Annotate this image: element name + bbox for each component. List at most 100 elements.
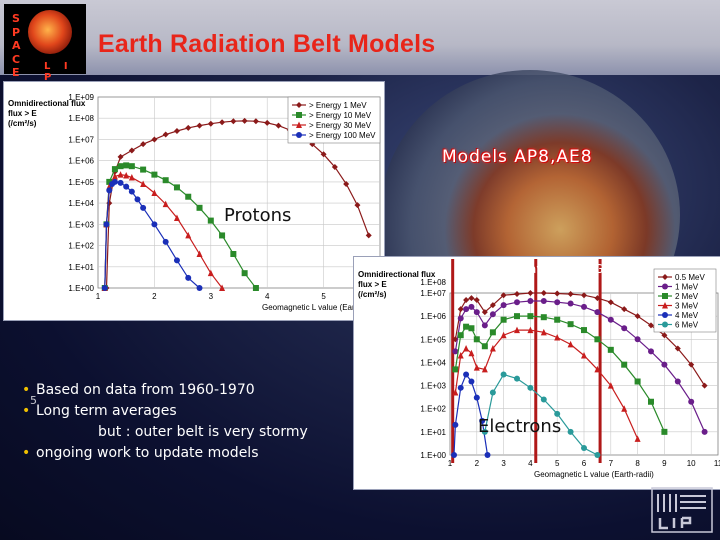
- data-point: [123, 172, 130, 179]
- y-axis-label: Omnidirectional flux: [358, 270, 436, 279]
- data-point: [479, 417, 486, 424]
- data-point: [607, 346, 614, 353]
- data-point: [173, 127, 180, 134]
- electron-chart: 1.E+00 1.E+01 1.E+02 1.E+03 1.E+04 1.E+05 1.E+…: [353, 256, 720, 490]
- data-point: [173, 257, 180, 264]
- data-point: [540, 298, 547, 305]
- data-point: [264, 119, 271, 126]
- data-point: [117, 153, 124, 160]
- data-point: [527, 326, 534, 334]
- logo-letter: E: [12, 66, 20, 79]
- legend-label: > Energy 100 MeV: [309, 131, 376, 140]
- data-point: [540, 290, 547, 296]
- legend-box: [653, 268, 717, 333]
- data-point: [500, 371, 507, 378]
- data-point: [648, 398, 654, 405]
- logo-letter: S: [12, 12, 20, 25]
- data-point: [514, 375, 520, 382]
- data-point: [567, 340, 574, 348]
- bullet-list: • Based on data from 1960-1970 • Long term…: [22, 380, 362, 464]
- data-point: [500, 292, 507, 299]
- data-point: [688, 361, 695, 368]
- bullet-text: ongoing work to update models: [36, 445, 259, 461]
- bullet-item: • Based on data from 1960-1970: [22, 380, 362, 401]
- data-point: [117, 163, 124, 170]
- y-tick-label: 1.E+08: [420, 278, 446, 287]
- legend-marker: [662, 312, 668, 318]
- legend-label: 3 MeV: [675, 302, 699, 311]
- data-point: [701, 428, 708, 435]
- data-point: [101, 285, 108, 291]
- y-tick-label: 1.E+08: [68, 114, 94, 123]
- data-point: [674, 378, 681, 385]
- data-point: [540, 328, 547, 336]
- data-point: [594, 295, 601, 302]
- data-point: [252, 118, 259, 125]
- data-point: [594, 365, 601, 373]
- data-point: [527, 384, 534, 391]
- data-point: [185, 274, 192, 281]
- data-point: [128, 163, 135, 170]
- data-point: [621, 325, 628, 332]
- data-point: [241, 117, 248, 124]
- data-point: [185, 231, 192, 239]
- data-point: [567, 300, 574, 307]
- header-band: [0, 0, 720, 75]
- y-tick-label: 1.E+01: [68, 263, 94, 272]
- data-point: [151, 189, 158, 196]
- data-point: [514, 291, 520, 298]
- data-point: [500, 316, 507, 323]
- legend-marker: [662, 283, 668, 290]
- data-point: [140, 180, 147, 187]
- data-point: [540, 314, 547, 321]
- data-point: [123, 183, 130, 190]
- data-point: [481, 428, 488, 435]
- data-point: [151, 171, 158, 178]
- y-tick-label: 1.E+05: [68, 178, 94, 187]
- data-point: [111, 166, 118, 173]
- legend-label: > Energy 1 MeV: [309, 101, 367, 110]
- x-tick-label: 8: [635, 459, 640, 468]
- bullet-dot-icon: •: [22, 382, 31, 398]
- data-point: [151, 221, 158, 228]
- electron-chart-svg: 1.E+00 1.E+01 1.E+02 1.E+03 1.E+04 1.E+05 1.E+…: [358, 259, 720, 479]
- data-point: [688, 398, 695, 405]
- data-point: [661, 332, 668, 339]
- legend-label: 1 MeV: [675, 283, 699, 292]
- data-point: [554, 290, 561, 297]
- logo-lip-text: L I P: [44, 61, 73, 83]
- data-point: [128, 188, 135, 195]
- data-point: [473, 394, 480, 401]
- data-point: [484, 452, 491, 458]
- data-point: [468, 303, 475, 310]
- legend-marker: [662, 293, 668, 299]
- y-tick-label: 1.E+00: [68, 284, 94, 293]
- data-point: [230, 118, 237, 125]
- data-point: [463, 344, 470, 352]
- data-point: [185, 124, 192, 131]
- data-point: [219, 284, 226, 291]
- x-axis-label: Geomagnetic L value (Earth-: [262, 303, 364, 312]
- x-tick-label: 2: [152, 292, 157, 301]
- data-point: [162, 200, 169, 208]
- data-point: [527, 313, 534, 320]
- data-point: [162, 238, 169, 245]
- data-point: [594, 336, 601, 343]
- data-point: [594, 452, 601, 458]
- bullet-dot-icon: •: [22, 445, 31, 461]
- data-point: [452, 366, 459, 373]
- y-axis-label-2: flux > E: [358, 280, 387, 289]
- data-point: [468, 378, 475, 385]
- electrons-label: Electrons: [478, 416, 562, 437]
- data-point: [128, 147, 135, 154]
- data-point: [457, 315, 464, 322]
- data-point: [514, 299, 520, 306]
- data-point: [230, 251, 237, 258]
- proton-chart-svg: 1.E+00 1.E+01 1.E+02 1.E+03 1.E+04 1.E+05 1.E+…: [8, 93, 383, 312]
- data-point: [111, 172, 118, 180]
- x-tick-label: 3: [209, 292, 214, 301]
- data-point: [567, 291, 574, 298]
- data-point: [554, 333, 561, 341]
- data-point: [111, 178, 118, 185]
- nav-label: Nav: [520, 262, 544, 276]
